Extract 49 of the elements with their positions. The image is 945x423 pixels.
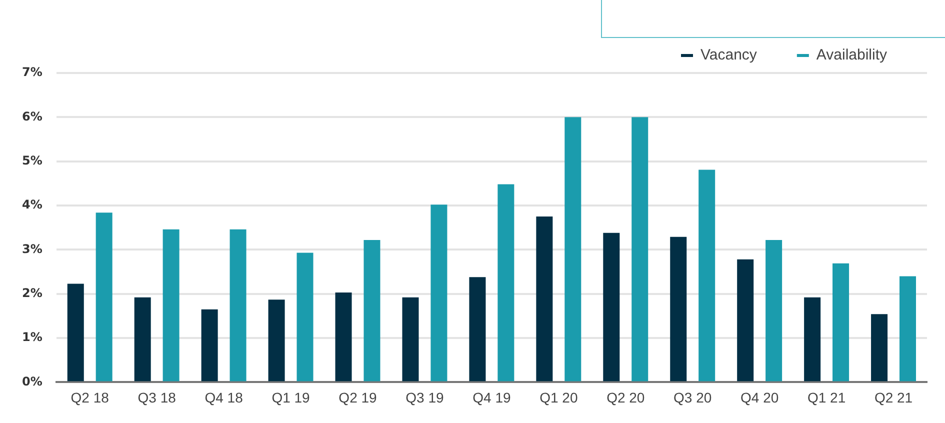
bar [899,276,916,382]
y-tick-label: 0% [22,374,42,388]
bar [766,240,782,382]
bar [201,309,218,382]
y-tick-label: 3% [22,242,42,256]
bar [430,204,448,382]
bar [698,170,716,382]
x-tick-label: Q2 20 [606,389,645,406]
x-tick-label: Q4 18 [204,389,244,406]
bar [230,229,246,382]
bar [268,300,285,382]
x-tick-label: Q3 18 [138,389,176,406]
bar [162,229,180,382]
x-tick-label: Q1 19 [272,389,310,406]
x-tick-label: Q2 19 [338,389,378,406]
bar [469,277,486,382]
x-tick-label: Q3 19 [406,389,444,406]
legend-label: Vacancy [700,46,758,64]
bar [67,284,84,382]
y-tick-label: 1% [22,330,42,344]
x-tick-label: Q2 18 [70,389,110,406]
bar [564,117,582,382]
x-tick-label: Q2 21 [874,389,913,406]
y-tick-label: 4% [22,198,42,212]
bar [402,297,419,382]
bar [737,259,754,382]
bar [670,236,687,382]
x-tick-label: Q4 19 [472,389,511,406]
bar [832,263,850,382]
bar [96,212,112,382]
bar [498,184,514,382]
y-tick-label: 7% [22,65,42,80]
bar [134,297,151,382]
y-tick-label: 6% [22,109,42,124]
bar [871,314,888,382]
bar [536,216,553,382]
bar [296,252,314,382]
bar [632,117,648,382]
bar [335,292,352,382]
legend-label: Availability [816,46,888,64]
x-tick-label: Q1 20 [540,389,578,406]
x-tick-label: Q1 21 [807,389,846,406]
x-tick-label: Q4 20 [740,389,779,406]
x-tick-label: Q3 20 [674,389,712,406]
bar [804,297,821,382]
bar [603,232,620,382]
bar [364,240,380,382]
y-tick-label: 2% [22,286,42,300]
y-tick-label: 5% [22,153,42,168]
